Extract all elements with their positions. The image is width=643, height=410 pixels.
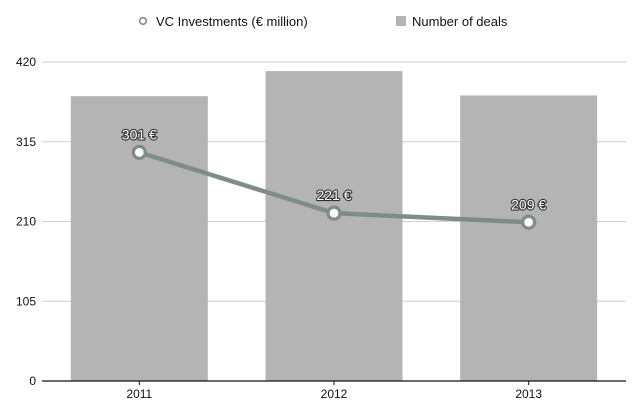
legend-label-vc-investments: VC Investments (€ million) xyxy=(156,14,308,29)
legend-line-marker-icon xyxy=(138,16,148,26)
y-tick-label: 420 xyxy=(16,55,36,69)
bars xyxy=(70,71,598,382)
legend-bar-swatch-icon xyxy=(396,16,406,26)
data-label: 209 € xyxy=(511,196,546,212)
y-tick-label: 0 xyxy=(29,374,36,388)
y-tick-label: 105 xyxy=(16,294,36,308)
x-tick-label: 2013 xyxy=(515,387,542,401)
y-tick-label: 315 xyxy=(16,135,36,149)
line-point xyxy=(131,144,147,160)
x-axis xyxy=(42,380,626,385)
x-tick-labels: 2011 2012 2013 xyxy=(126,387,542,401)
y-tick-label: 210 xyxy=(16,215,36,229)
x-tick-label: 2011 xyxy=(126,387,152,401)
x-tick-label: 2012 xyxy=(321,387,348,401)
y-tick-labels: 0 105 210 315 420 xyxy=(16,55,36,388)
data-labels: 301 € 221 € 209 € xyxy=(121,125,548,213)
line-series xyxy=(131,144,537,230)
legend-label-number-of-deals: Number of deals xyxy=(412,14,508,29)
data-label: 301 € xyxy=(122,126,157,142)
bar xyxy=(460,95,598,382)
bar xyxy=(70,96,208,381)
data-label: 221 € xyxy=(316,187,351,203)
line-point xyxy=(326,205,342,221)
line-point xyxy=(521,214,537,230)
legend: VC Investments (€ million) Number of dea… xyxy=(138,14,508,29)
bar xyxy=(265,71,403,381)
